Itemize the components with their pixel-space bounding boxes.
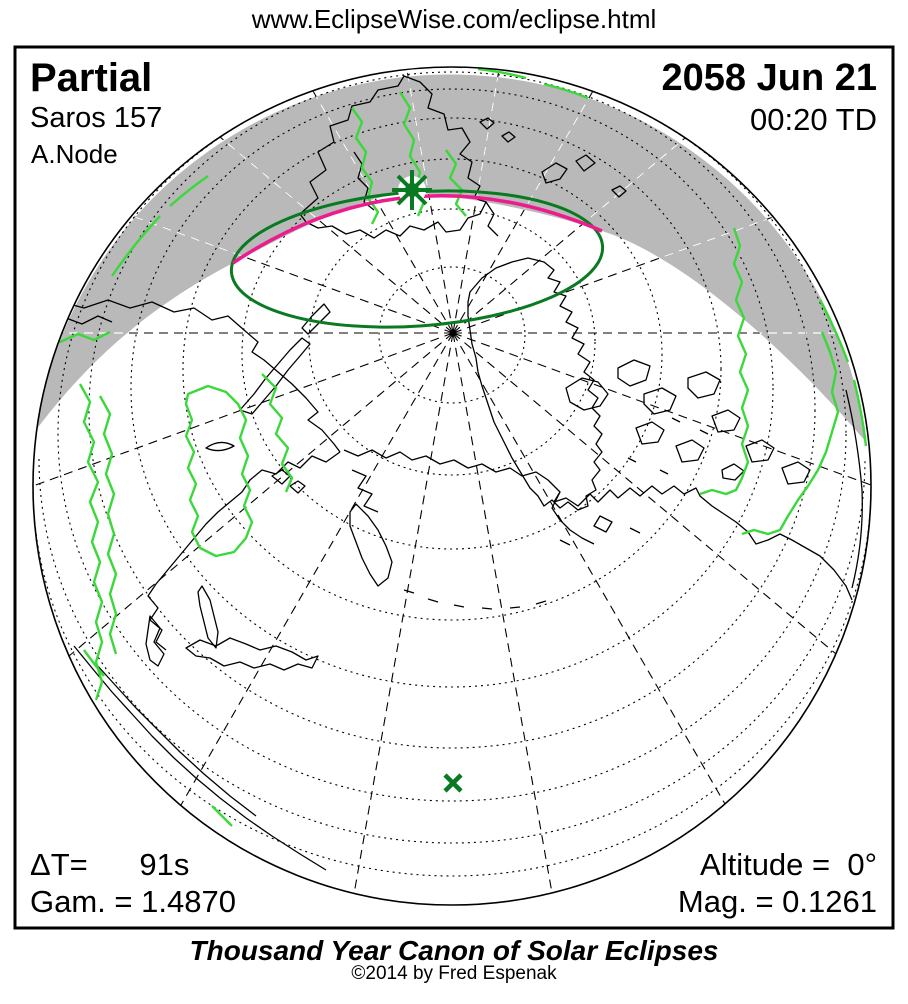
saros-label: Saros 157 [30, 102, 163, 134]
globe-rim [32, 66, 872, 906]
eclipse-type-label: Partial [30, 56, 153, 100]
gamma-value: Gam. = 1.4870 [30, 884, 236, 919]
eclipse-geometry [229, 170, 605, 793]
canon-title: Thousand Year Canon of Solar Eclipses [189, 935, 719, 966]
night-shading-region [36, 74, 866, 443]
eclipse-date: 2058 Jun 21 [661, 57, 877, 99]
latitude-rings [33, 67, 871, 877]
page-url-header: www.EclipseWise.com/eclipse.html [251, 4, 657, 34]
greatest-eclipse-sun-symbol [392, 170, 432, 210]
altitude-value: Altitude = 0° [700, 847, 877, 882]
delta-t-value: ΔT= 91s [30, 847, 190, 882]
magnitude-value: Mag. = 0.1261 [677, 884, 877, 919]
globe-disk [33, 67, 871, 905]
copyright-line: ©2014 by Fred Espenak [351, 963, 557, 984]
subsolar-x-symbol [443, 773, 463, 793]
eclipse-time: 00:20 TD [750, 102, 877, 137]
graticule [33, 67, 871, 895]
node-label: A.Node [31, 139, 118, 169]
